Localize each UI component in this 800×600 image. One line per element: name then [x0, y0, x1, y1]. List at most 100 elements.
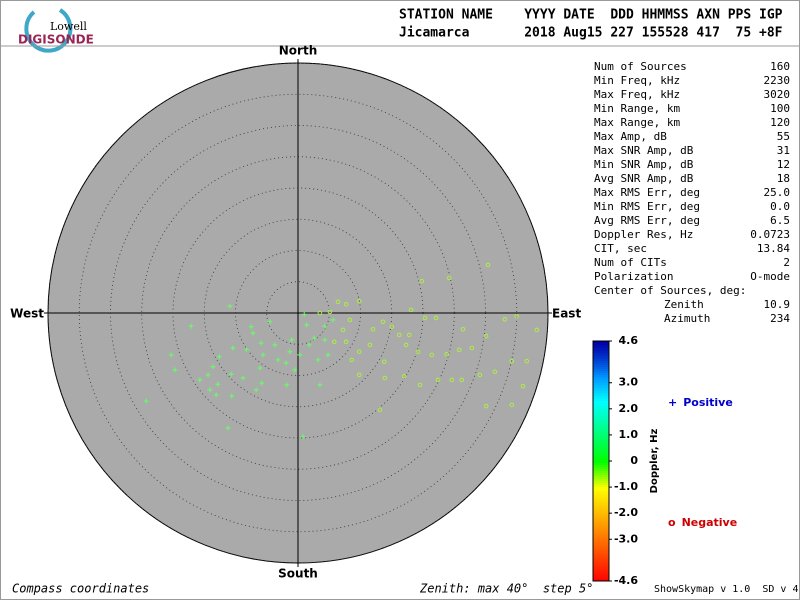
- colorbar-strip: [593, 473, 609, 476]
- colorbar-strip: [593, 471, 609, 474]
- source-negative: [417, 382, 423, 388]
- footer-middle: Zenith: max 40° step 5°: [419, 582, 593, 596]
- source-positive: [228, 371, 234, 377]
- colorbar-strip: [593, 393, 609, 396]
- colorbar-strip: [593, 515, 609, 518]
- colorbar-strip: [593, 373, 609, 376]
- footer-right: ShowSkymap v 1.0 SD v 4.2: [654, 584, 800, 595]
- stat-label: Max Freq, kHz: [594, 88, 680, 101]
- stat-label: Min Freq, kHz: [594, 74, 680, 87]
- source-negative: [380, 319, 386, 325]
- colorbar-strip: [593, 343, 609, 346]
- source-positive: [240, 375, 246, 381]
- source-negative: [534, 327, 540, 333]
- source-positive: [325, 352, 331, 358]
- source-positive: [225, 425, 231, 431]
- colorbar-strip: [593, 579, 609, 582]
- source-positive: [289, 337, 295, 343]
- legend-label: Negative: [682, 516, 738, 529]
- source-negative: [370, 326, 376, 332]
- colorbar-strip: [593, 375, 609, 378]
- source-positive: [143, 398, 149, 404]
- colorbar-tick-label: 0: [630, 454, 638, 467]
- colorbar-strip: [593, 451, 609, 454]
- legend-entry: + Positive: [668, 396, 733, 409]
- source-positive: [248, 324, 254, 330]
- source-positive: [213, 392, 219, 398]
- footer-left: Compass coordinates: [12, 582, 149, 596]
- stat-value: 160: [770, 60, 790, 73]
- colorbar-strip: [593, 419, 609, 422]
- stat-value: 0.0: [770, 200, 790, 213]
- colorbar-strip: [593, 383, 609, 386]
- source-negative: [381, 359, 387, 365]
- colorbar-tick-label: -4.6: [614, 574, 638, 587]
- colorbar-strip: [593, 441, 609, 444]
- stat-value: 25.0: [764, 186, 791, 199]
- source-positive: [322, 323, 328, 329]
- source-negative: [459, 377, 465, 383]
- colorbar-tick-label: 4.6: [619, 334, 639, 347]
- source-negative: [469, 345, 475, 351]
- source-negative: [317, 310, 323, 316]
- source-positive: [188, 323, 194, 329]
- source-negative: [367, 342, 373, 348]
- stat-label: Num of Sources: [594, 60, 687, 73]
- source-positive: [258, 340, 264, 346]
- stat-value: 100: [770, 102, 790, 115]
- colorbar-strip: [593, 455, 609, 458]
- legend-marker: +: [668, 396, 677, 409]
- source-negative: [401, 373, 407, 379]
- stat-value: 120: [770, 116, 790, 129]
- compass-west: West: [10, 307, 44, 321]
- source-negative: [415, 349, 421, 355]
- source-positive: [250, 330, 256, 336]
- colorbar-strip: [593, 435, 609, 438]
- colorbar-strip: [593, 369, 609, 372]
- colorbar-strip: [593, 409, 609, 412]
- colorbar-strip: [593, 535, 609, 538]
- source-positive: [315, 357, 321, 363]
- source-negative: [433, 315, 439, 321]
- source-positive: [229, 393, 235, 399]
- colorbar-strip: [593, 545, 609, 548]
- stat-label: Max SNR Amp, dB: [594, 144, 694, 157]
- colorbar-strip: [593, 431, 609, 434]
- source-positive: [207, 387, 213, 393]
- source-negative: [396, 332, 402, 338]
- colorbar-strip: [593, 483, 609, 486]
- colorbar-strip: [593, 401, 609, 404]
- source-positive: [275, 357, 281, 363]
- source-positive: [215, 381, 221, 387]
- source-negative: [422, 315, 428, 321]
- colorbar-strip: [593, 395, 609, 398]
- colorbar-strip: [593, 499, 609, 502]
- source-negative: [483, 403, 489, 409]
- source-negative: [509, 402, 515, 408]
- source-positive: [260, 352, 266, 358]
- colorbar-strip: [593, 391, 609, 394]
- colorbar-strip: [593, 353, 609, 356]
- source-negative: [356, 298, 362, 304]
- colorbar-strip: [593, 415, 609, 418]
- source-positive: [304, 322, 310, 328]
- source-positive: [300, 434, 306, 440]
- colorbar-strip: [593, 389, 609, 392]
- colorbar-strip: [593, 519, 609, 522]
- colorbar-strip: [593, 341, 609, 344]
- source-negative: [485, 262, 491, 268]
- colorbar-strip: [593, 463, 609, 466]
- stat-value: 18: [777, 172, 790, 185]
- colorbar-strip: [593, 437, 609, 440]
- stat-label: Min RMS Err, deg: [594, 200, 700, 213]
- colorbar-strip: [593, 577, 609, 580]
- colorbar-strip: [593, 539, 609, 542]
- colorbar-strip: [593, 491, 609, 494]
- compass-south: South: [278, 567, 318, 581]
- stat-label: Max Amp, dB: [594, 130, 667, 143]
- colorbar-strip: [593, 379, 609, 382]
- colorbar-strip: [593, 439, 609, 442]
- stat-label: Polarization: [594, 270, 673, 283]
- colorbar-strip: [593, 371, 609, 374]
